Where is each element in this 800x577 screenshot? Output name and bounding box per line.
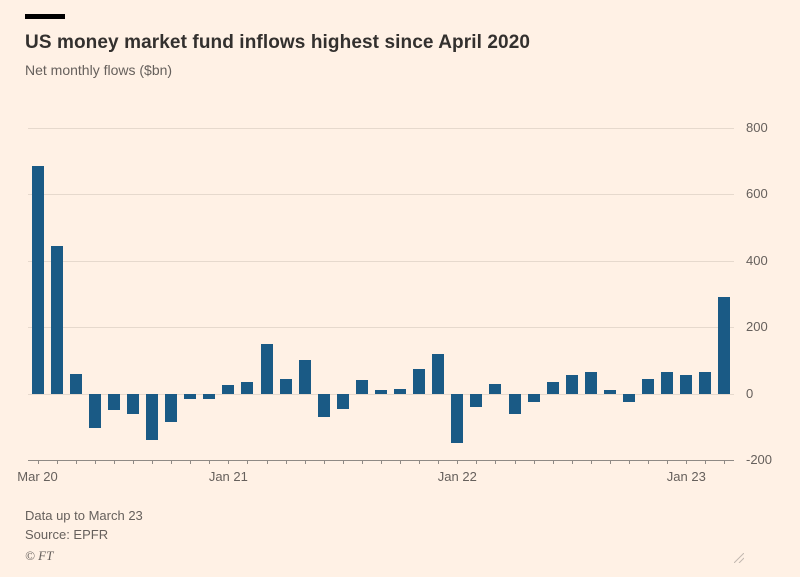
bar-chart-plot-area: 800 600 400 200 0 -200 Mar 20 Jan 21 Jan 22 Jan 2… xyxy=(17,120,772,484)
x-axis-tick xyxy=(285,460,287,464)
bar xyxy=(317,393,330,417)
x-axis-tick xyxy=(381,460,382,464)
bar xyxy=(146,393,159,441)
x-axis-tick xyxy=(171,460,173,464)
x-axis-tick xyxy=(209,460,211,464)
bar xyxy=(222,385,235,394)
bar xyxy=(184,393,197,399)
x-axis-tick xyxy=(132,460,134,464)
chart-footer: Data up to March 23 Source: EPFR © FT xyxy=(25,506,143,565)
x-axis-tick xyxy=(629,460,631,464)
bar xyxy=(718,297,731,394)
ft-credit: © FT xyxy=(25,548,54,563)
x-axis-tick xyxy=(552,460,554,464)
y-axis-label: 0 xyxy=(746,385,754,401)
x-axis-tick xyxy=(705,460,707,464)
x-axis-tick xyxy=(476,460,478,464)
gridline xyxy=(28,327,734,329)
x-axis-tick xyxy=(609,460,611,464)
x-axis-tick xyxy=(648,460,650,464)
x-axis-tick xyxy=(113,460,115,464)
bar xyxy=(69,373,82,394)
x-axis-tick xyxy=(323,460,325,464)
data-note: Data up to March 23 xyxy=(25,508,143,523)
bar xyxy=(241,381,254,394)
bar xyxy=(451,393,464,444)
bar xyxy=(642,378,655,394)
y-axis-label: 800 xyxy=(746,120,768,135)
bar xyxy=(31,166,44,394)
bar xyxy=(375,390,387,394)
resize-grip-icon xyxy=(734,553,744,563)
x-axis-tick xyxy=(571,460,573,464)
bar xyxy=(336,393,349,409)
x-axis-tick xyxy=(495,460,497,464)
bar xyxy=(88,393,101,429)
source-note: Source: EPFR xyxy=(25,527,109,542)
y-axis-label: 200 xyxy=(746,319,768,335)
bar xyxy=(565,375,578,394)
bar xyxy=(623,393,636,402)
gridline xyxy=(28,260,734,262)
bar xyxy=(126,393,139,414)
bar xyxy=(165,393,178,422)
bar xyxy=(355,380,368,394)
x-axis-tick xyxy=(266,460,268,464)
x-axis-tick xyxy=(590,460,592,464)
bar xyxy=(508,393,521,414)
bar xyxy=(50,245,63,394)
x-axis-tick xyxy=(400,460,402,464)
x-axis-tick xyxy=(304,460,306,464)
x-axis-tick xyxy=(533,460,535,464)
x-axis-tick xyxy=(190,460,192,464)
bar xyxy=(298,360,311,394)
ft-top-rule xyxy=(25,14,65,19)
gridline xyxy=(28,128,734,129)
x-axis-tick xyxy=(514,460,516,464)
bar xyxy=(203,393,216,399)
x-axis-tick xyxy=(724,460,726,464)
x-axis-label: Jan 21 xyxy=(208,469,248,484)
x-axis-tick xyxy=(438,460,440,464)
x-axis-label: Jan 23 xyxy=(666,469,706,484)
bar xyxy=(394,388,407,394)
bar xyxy=(470,393,483,407)
x-axis-tick xyxy=(75,460,77,464)
x-axis-tick xyxy=(228,460,230,464)
x-axis-tick xyxy=(457,460,459,464)
x-axis-label: Jan 22 xyxy=(437,469,477,484)
bar xyxy=(107,393,120,411)
bar xyxy=(661,372,674,394)
bar xyxy=(432,353,445,394)
x-axis-tick xyxy=(152,460,154,464)
bar xyxy=(699,372,712,394)
x-axis-tick xyxy=(56,460,58,464)
chart-title: US money market fund inflows highest sin… xyxy=(25,32,531,53)
gridline xyxy=(28,194,734,196)
x-axis-tick xyxy=(361,460,363,464)
bar xyxy=(527,393,540,402)
y-axis-label: 400 xyxy=(746,252,768,268)
x-axis-tick xyxy=(37,460,39,464)
bar xyxy=(260,343,273,394)
x-axis-tick xyxy=(94,460,96,464)
bar xyxy=(279,378,292,394)
bar xyxy=(603,390,616,394)
bar xyxy=(546,381,559,394)
bar xyxy=(489,383,502,394)
y-axis-label: 600 xyxy=(746,186,768,202)
x-axis-tick xyxy=(667,460,669,464)
bar xyxy=(680,375,693,394)
x-axis-tick xyxy=(247,460,249,464)
x-axis-tick xyxy=(686,460,688,464)
y-axis-label: -200 xyxy=(746,452,773,467)
bar xyxy=(413,368,426,394)
chart-subtitle: Net monthly flows ($bn) xyxy=(25,62,173,78)
x-axis-tick xyxy=(419,460,421,464)
bar xyxy=(584,372,597,394)
x-axis-label: Mar 20 xyxy=(17,469,58,484)
x-axis-tick xyxy=(342,460,344,464)
gridline xyxy=(28,393,734,395)
